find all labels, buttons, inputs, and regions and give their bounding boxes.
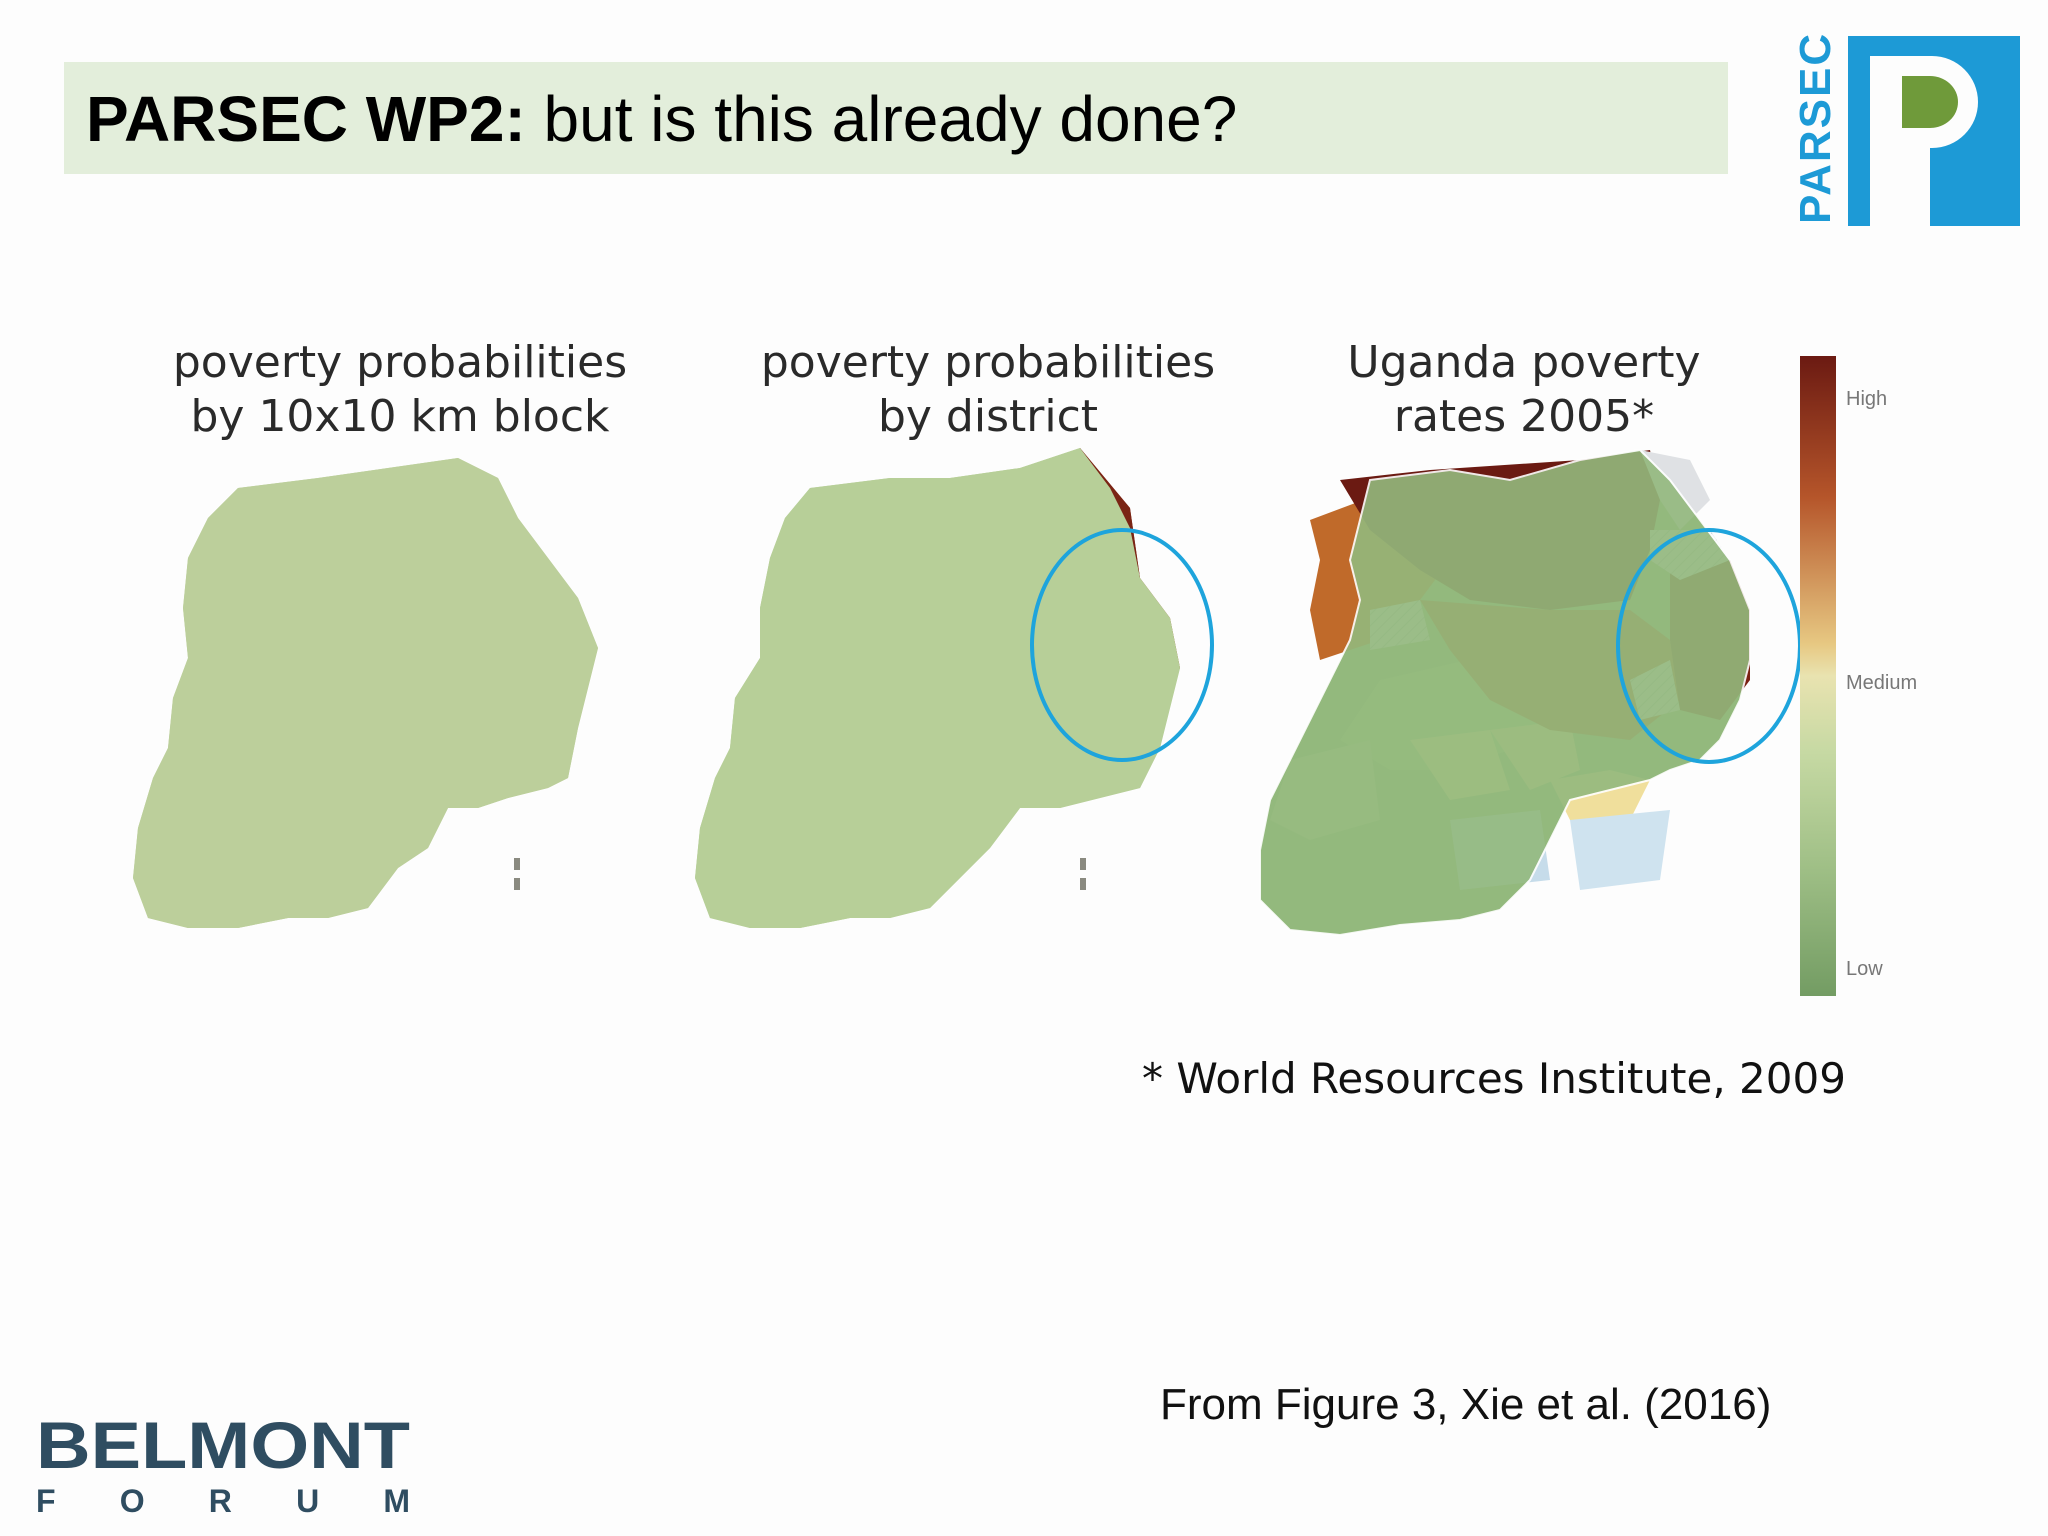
belmont-logo-text: BELMONT	[36, 1408, 410, 1482]
map-label-line: by district	[877, 391, 1099, 442]
map-label-district: poverty probabilities by district	[728, 336, 1248, 444]
map-label-line: rates 2005*	[1393, 391, 1655, 442]
map-label-block: poverty probabilities by 10x10 km block	[140, 336, 660, 444]
slide-title: PARSEC WP2: but is this already done?	[86, 84, 1237, 154]
belmont-forum-logo: BELMONT FORUM	[36, 1408, 410, 1518]
map-label-line: Uganda poverty	[1347, 337, 1701, 388]
parsec-logo: PARSEC	[1791, 32, 2020, 226]
map-label-line: poverty probabilities	[172, 337, 628, 388]
highlight-ellipse-district	[1030, 528, 1214, 762]
map-label-rates: Uganda poverty rates 2005*	[1264, 336, 1784, 444]
legend-high-label: High	[1846, 388, 1888, 410]
legend-color-scale	[1800, 356, 1836, 996]
map-block-probabilities	[133, 458, 598, 928]
legend-medium-label: Medium	[1846, 672, 1918, 694]
source-text: From Figure 3, Xie et al. (2016)	[1160, 1380, 1772, 1429]
title-bar: PARSEC WP2: but is this already done?	[64, 62, 1728, 174]
highlight-ellipse-rates	[1616, 528, 1802, 764]
citation-text: * World Resources Institute, 2009	[1142, 1054, 1846, 1103]
title-rest: but is this already done?	[525, 83, 1238, 155]
parsec-logo-text: PARSEC	[1791, 32, 1840, 224]
map-label-line: poverty probabilities	[760, 337, 1216, 388]
map-label-line: by 10x10 km block	[190, 391, 610, 442]
title-bold: PARSEC WP2:	[86, 83, 526, 155]
legend-low-label: Low	[1846, 958, 1883, 980]
forum-logo-text: FORUM	[36, 1483, 410, 1518]
